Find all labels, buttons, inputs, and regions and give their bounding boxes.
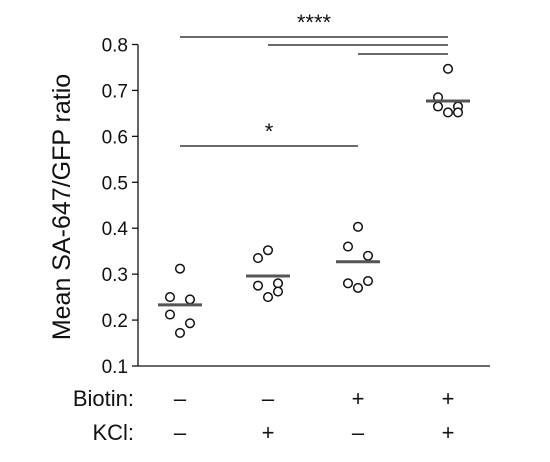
condition-value: –	[352, 420, 365, 445]
data-point	[174, 327, 186, 338]
y-tick-label: 0.6	[102, 127, 128, 148]
condition-value: +	[442, 386, 455, 411]
y-tick-label: 0.7	[102, 81, 128, 102]
y-tick-label: 0.1	[102, 357, 128, 378]
condition-value: –	[262, 386, 275, 411]
condition-value: –	[174, 386, 187, 411]
condition-value: +	[442, 420, 455, 445]
data-point	[362, 250, 374, 261]
condition-value: +	[262, 420, 275, 445]
data-point	[184, 318, 196, 329]
data-point	[342, 278, 354, 289]
data-point	[272, 286, 284, 297]
data-point	[352, 221, 364, 232]
condition-value: –	[174, 420, 187, 445]
y-tick-label: 0.4	[102, 219, 129, 240]
y-axis-label: Mean SA-647/GFP ratio	[48, 74, 76, 340]
condition-table: Biotin: – – + + KCl: – + – +	[73, 386, 455, 445]
y-tick-label: 0.5	[102, 173, 128, 194]
y-ticks: 0.1 0.2 0.3 0.4 0.5 0.6 0.7 0.8	[102, 35, 138, 378]
data-point	[252, 280, 264, 291]
data-point	[164, 309, 176, 320]
data-point	[342, 241, 354, 252]
y-tick-label: 0.2	[102, 311, 128, 332]
condition-label: KCl:	[92, 420, 134, 445]
significance-brackets: *****	[180, 10, 448, 147]
data-point	[452, 107, 464, 118]
data-point	[362, 275, 374, 287]
data-point	[272, 278, 284, 289]
condition-label: Biotin:	[73, 386, 134, 411]
data-point	[262, 245, 274, 256]
y-tick-label: 0.8	[102, 35, 128, 56]
data-point	[442, 63, 454, 74]
data-point	[352, 282, 364, 293]
data-point	[432, 101, 444, 112]
data-point	[164, 292, 176, 303]
data-point	[184, 294, 196, 305]
data-points	[164, 63, 464, 338]
mean-bars	[158, 99, 470, 307]
data-point	[262, 292, 274, 303]
condition-value: +	[352, 386, 365, 411]
y-tick-label: 0.3	[102, 265, 128, 286]
data-point	[174, 263, 186, 274]
data-point	[442, 107, 454, 118]
significance-label: *	[265, 119, 274, 144]
data-point	[252, 253, 264, 264]
significance-label: ****	[297, 10, 332, 35]
axes	[137, 44, 490, 367]
